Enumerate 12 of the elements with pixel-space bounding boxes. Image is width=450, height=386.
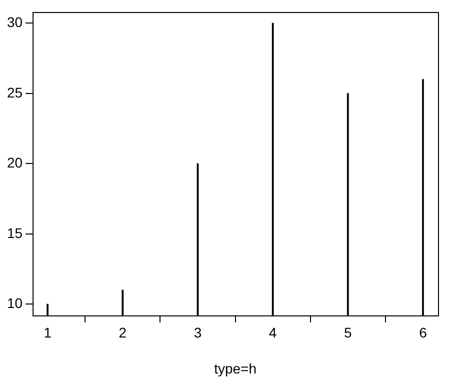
x-tick-label: 4 [268,324,277,341]
y-tick-label: 10 [6,295,23,312]
x-tick-label: 3 [194,324,202,341]
y-tick-label: 20 [6,154,23,171]
x-tick-label: 5 [344,324,352,341]
y-tick-label: 25 [6,84,23,100]
x-tick-label: 2 [118,324,127,341]
x-tick-label: 1 [44,324,52,341]
y-tick-label: 15 [6,224,23,241]
x-tick-label: 6 [419,324,428,341]
y-tick-label: 30 [6,14,23,30]
x-axis-title: type=h [214,360,257,376]
